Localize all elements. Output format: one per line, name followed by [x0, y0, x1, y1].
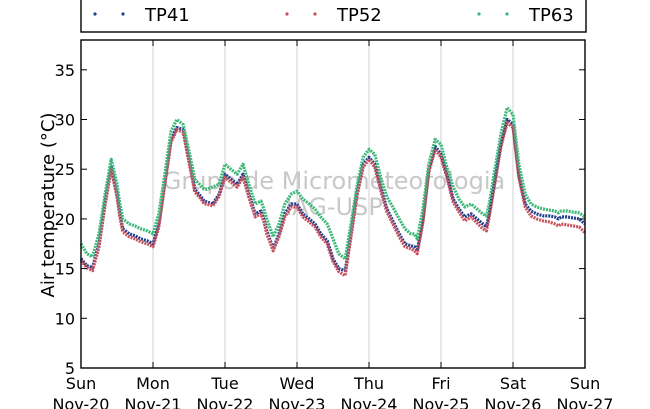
plot-frame [80, 39, 586, 369]
x-tick-label-date: Nov-21 [125, 395, 182, 409]
y-tick-label: 15 [55, 260, 75, 279]
x-tick-label-date: Nov-22 [197, 395, 254, 409]
x-tick-label-date: Nov-24 [341, 395, 398, 409]
legend-entry-tp63: TP63 [477, 5, 574, 26]
gridlines [152, 40, 514, 368]
y-tick-label: 20 [55, 210, 75, 229]
legend-label-tp41: TP41 [144, 5, 190, 26]
legend-marker-tp63 [505, 12, 509, 16]
watermark: Grupo de Micrometeorologia IAG-USP [163, 167, 505, 221]
x-tick-label-date: Nov-26 [485, 395, 542, 409]
y-tick-label: 5 [65, 359, 75, 378]
legend-label-tp52: TP52 [336, 5, 382, 26]
x-tick-label-day: Sun [570, 374, 600, 393]
x-tick-label-day: Sat [500, 374, 526, 393]
x-tick-label-date: Nov-20 [53, 395, 110, 409]
x-tick-label-date: Nov-27 [557, 395, 614, 409]
x-tick-label-date: Nov-25 [413, 395, 470, 409]
legend-marker-tp63 [477, 12, 481, 16]
legend-marker-tp41 [121, 12, 125, 16]
legend: TP41 TP52 TP63 [80, 0, 587, 33]
x-tick-label-day: Mon [136, 374, 170, 393]
legend-marker-tp52 [285, 12, 289, 16]
y-tick-label: 25 [55, 160, 75, 179]
y-axis-label: Air temperature (°C) [38, 113, 59, 298]
watermark-line-1: Grupo de Micrometeorologia [163, 167, 505, 195]
legend-label-tp63: TP63 [528, 5, 574, 26]
y-tick-label: 30 [55, 111, 75, 130]
x-tick-label-day: Sun [66, 374, 96, 393]
legend-entry-tp41: TP41 [93, 5, 190, 26]
x-tick-label-day: Fri [431, 374, 450, 393]
legend-entry-tp52: TP52 [285, 5, 382, 26]
legend-marker-tp52 [313, 12, 317, 16]
x-tick-label-day: Thu [353, 374, 384, 393]
y-tick-label: 10 [55, 309, 75, 328]
legend-box [80, 0, 587, 33]
series-line-tp63 [79, 105, 586, 261]
series-layer [79, 105, 587, 278]
x-tick-label-day: Wed [280, 374, 315, 393]
legend-marker-tp41 [93, 12, 97, 16]
x-tick-label-day: Tue [210, 374, 238, 393]
axis-ticks: Sun Nov-20 Mon Nov-21 Tue Nov-22 Wed Nov-23 Thu N… [53, 40, 614, 409]
x-tick-label-date: Nov-23 [269, 395, 326, 409]
y-tick-label: 35 [55, 61, 75, 80]
